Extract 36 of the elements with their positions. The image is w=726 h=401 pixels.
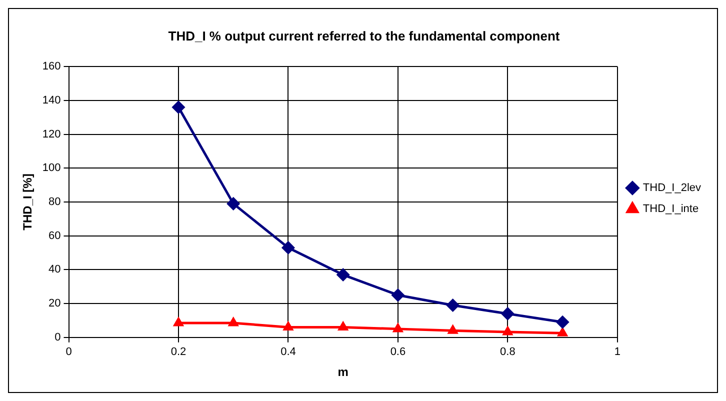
legend-label: THD_I_2lev: [642, 182, 702, 194]
point: [501, 307, 514, 320]
y-tick-label: 100: [42, 162, 61, 174]
y-tick-label: 60: [48, 230, 61, 242]
y-tick-label: 20: [48, 298, 61, 310]
x-axis-title: m: [338, 365, 348, 380]
point: [556, 316, 569, 328]
y-tick-label: 80: [48, 196, 61, 208]
x-tick-label: 1: [614, 346, 620, 358]
y-tick-label: 40: [48, 264, 61, 276]
point: [174, 318, 184, 326]
point: [393, 324, 403, 332]
chart-title: THD_I % output current referred to the fundamental component: [168, 28, 560, 44]
x-tick-label: 0.4: [280, 346, 296, 358]
y-tick-label: 0: [54, 331, 61, 344]
point: [502, 326, 512, 336]
x-tick-label: 0: [66, 346, 72, 358]
y-tick-label: 160: [42, 60, 61, 73]
point: [282, 241, 294, 254]
y-tick-label: 120: [42, 128, 61, 140]
x-tick-label: 0.6: [390, 346, 406, 358]
point: [228, 318, 238, 326]
x-tick-label: 0.2: [170, 346, 186, 358]
x-tick-label: 0.8: [500, 346, 516, 358]
point: [172, 100, 185, 114]
point: [336, 268, 350, 282]
point: [227, 197, 240, 210]
point: [558, 328, 568, 336]
point: [338, 322, 348, 330]
point: [448, 325, 458, 334]
y-axis-title: THD_I [%]: [20, 174, 35, 230]
point: [284, 322, 293, 330]
legend-label: THD_I_inte: [642, 203, 699, 216]
y-tick-label: 140: [42, 94, 61, 106]
point: [446, 298, 460, 312]
point: [392, 288, 404, 302]
